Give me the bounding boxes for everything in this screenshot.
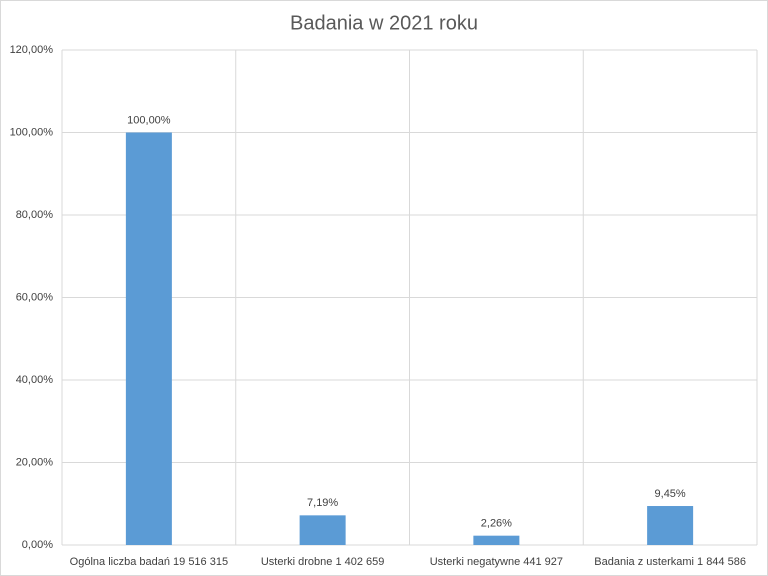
bar [299, 515, 346, 545]
x-tick-label: Badania z usterkami 1 844 586 [594, 556, 746, 568]
value-label: 9,45% [655, 488, 686, 500]
value-label: 2,26% [481, 518, 512, 530]
bar [647, 506, 694, 545]
y-tick-label: 100,00% [10, 126, 54, 138]
x-tick-label: Ogólna liczba badań 19 516 315 [70, 556, 228, 568]
y-tick-label: 120,00% [10, 44, 54, 56]
x-tick-label: Usterki negatywne 441 927 [430, 556, 563, 568]
bar [473, 535, 520, 545]
y-tick-label: 20,00% [16, 456, 54, 468]
y-tick-label: 40,00% [16, 374, 54, 386]
chart-title: Badania w 2021 roku [290, 12, 478, 34]
value-label: 100,00% [127, 114, 171, 126]
y-tick-label: 60,00% [16, 291, 54, 303]
x-tick-label: Usterki drobne 1 402 659 [261, 556, 385, 568]
bar [125, 132, 172, 545]
y-tick-label: 80,00% [16, 209, 54, 221]
value-label: 7,19% [307, 497, 338, 509]
y-tick-label: 0,00% [22, 539, 53, 551]
